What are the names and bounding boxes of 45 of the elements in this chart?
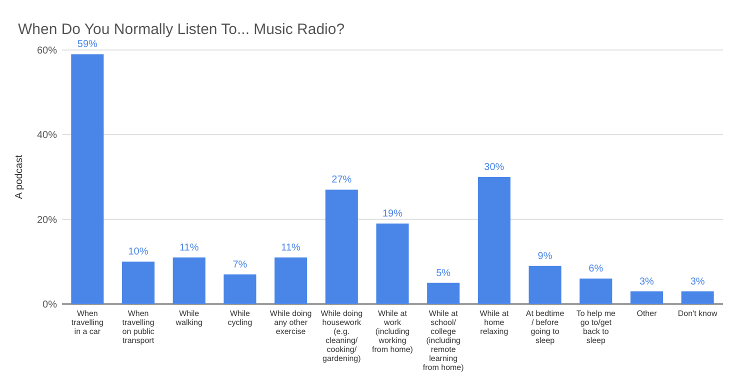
bar (427, 282, 460, 304)
bar (376, 224, 409, 304)
bar (71, 54, 104, 304)
x-tick-label: While doing housework (e.g. cleaning/ cooking/ gardening) (320, 309, 363, 363)
bar (325, 190, 358, 304)
x-tick-label: While walking (174, 309, 202, 327)
data-label: 3% (640, 276, 654, 288)
y-tick-label: 20% (36, 214, 58, 226)
y-axis-title: A podcast (14, 154, 25, 199)
x-tick-label: When travelling in a car (71, 309, 104, 336)
data-label: 11% (281, 242, 301, 254)
x-tick-label: Other (636, 309, 658, 318)
bar (681, 291, 714, 304)
bar (172, 257, 206, 304)
x-tick-label: While at work (including working from home) (372, 309, 414, 354)
x-tick-label: While at home relaxing (480, 309, 510, 336)
data-label: 59% (77, 39, 98, 50)
data-label: 7% (232, 259, 248, 270)
x-tick-label: To help me go to/get back to sleep (576, 309, 616, 345)
data-label: 27% (332, 174, 352, 186)
bar (478, 177, 510, 304)
bar (580, 278, 612, 304)
x-tick-label: While cycling (228, 309, 252, 327)
bar (122, 262, 155, 304)
x-tick-label: At bedtime / before going to sleep (526, 309, 565, 345)
data-label: 6% (588, 264, 604, 275)
data-label: 10% (128, 246, 148, 258)
data-label: 9% (538, 250, 552, 262)
bar (528, 266, 562, 304)
data-label: 11% (179, 242, 199, 254)
data-label: 19% (382, 208, 403, 220)
x-tick-label: Don't know (678, 309, 718, 318)
bar (274, 257, 308, 304)
x-tick-label: When travelling on public transport (122, 309, 155, 345)
y-tick-label: 40% (36, 130, 58, 142)
y-tick-label: 60% (36, 46, 58, 56)
chart-title: When Do You Normally Listen To... Music Radio? (18, 21, 345, 38)
data-label: 3% (690, 276, 705, 288)
y-tick-label: 0% (42, 300, 58, 310)
x-tick-label: While at school/ college (including remote learning from home) (422, 309, 464, 372)
bar (224, 274, 256, 304)
bar (630, 291, 663, 304)
data-label: 30% (484, 162, 504, 173)
x-tick-label: While doing any other exercise (270, 309, 312, 336)
data-label: 5% (436, 268, 451, 279)
